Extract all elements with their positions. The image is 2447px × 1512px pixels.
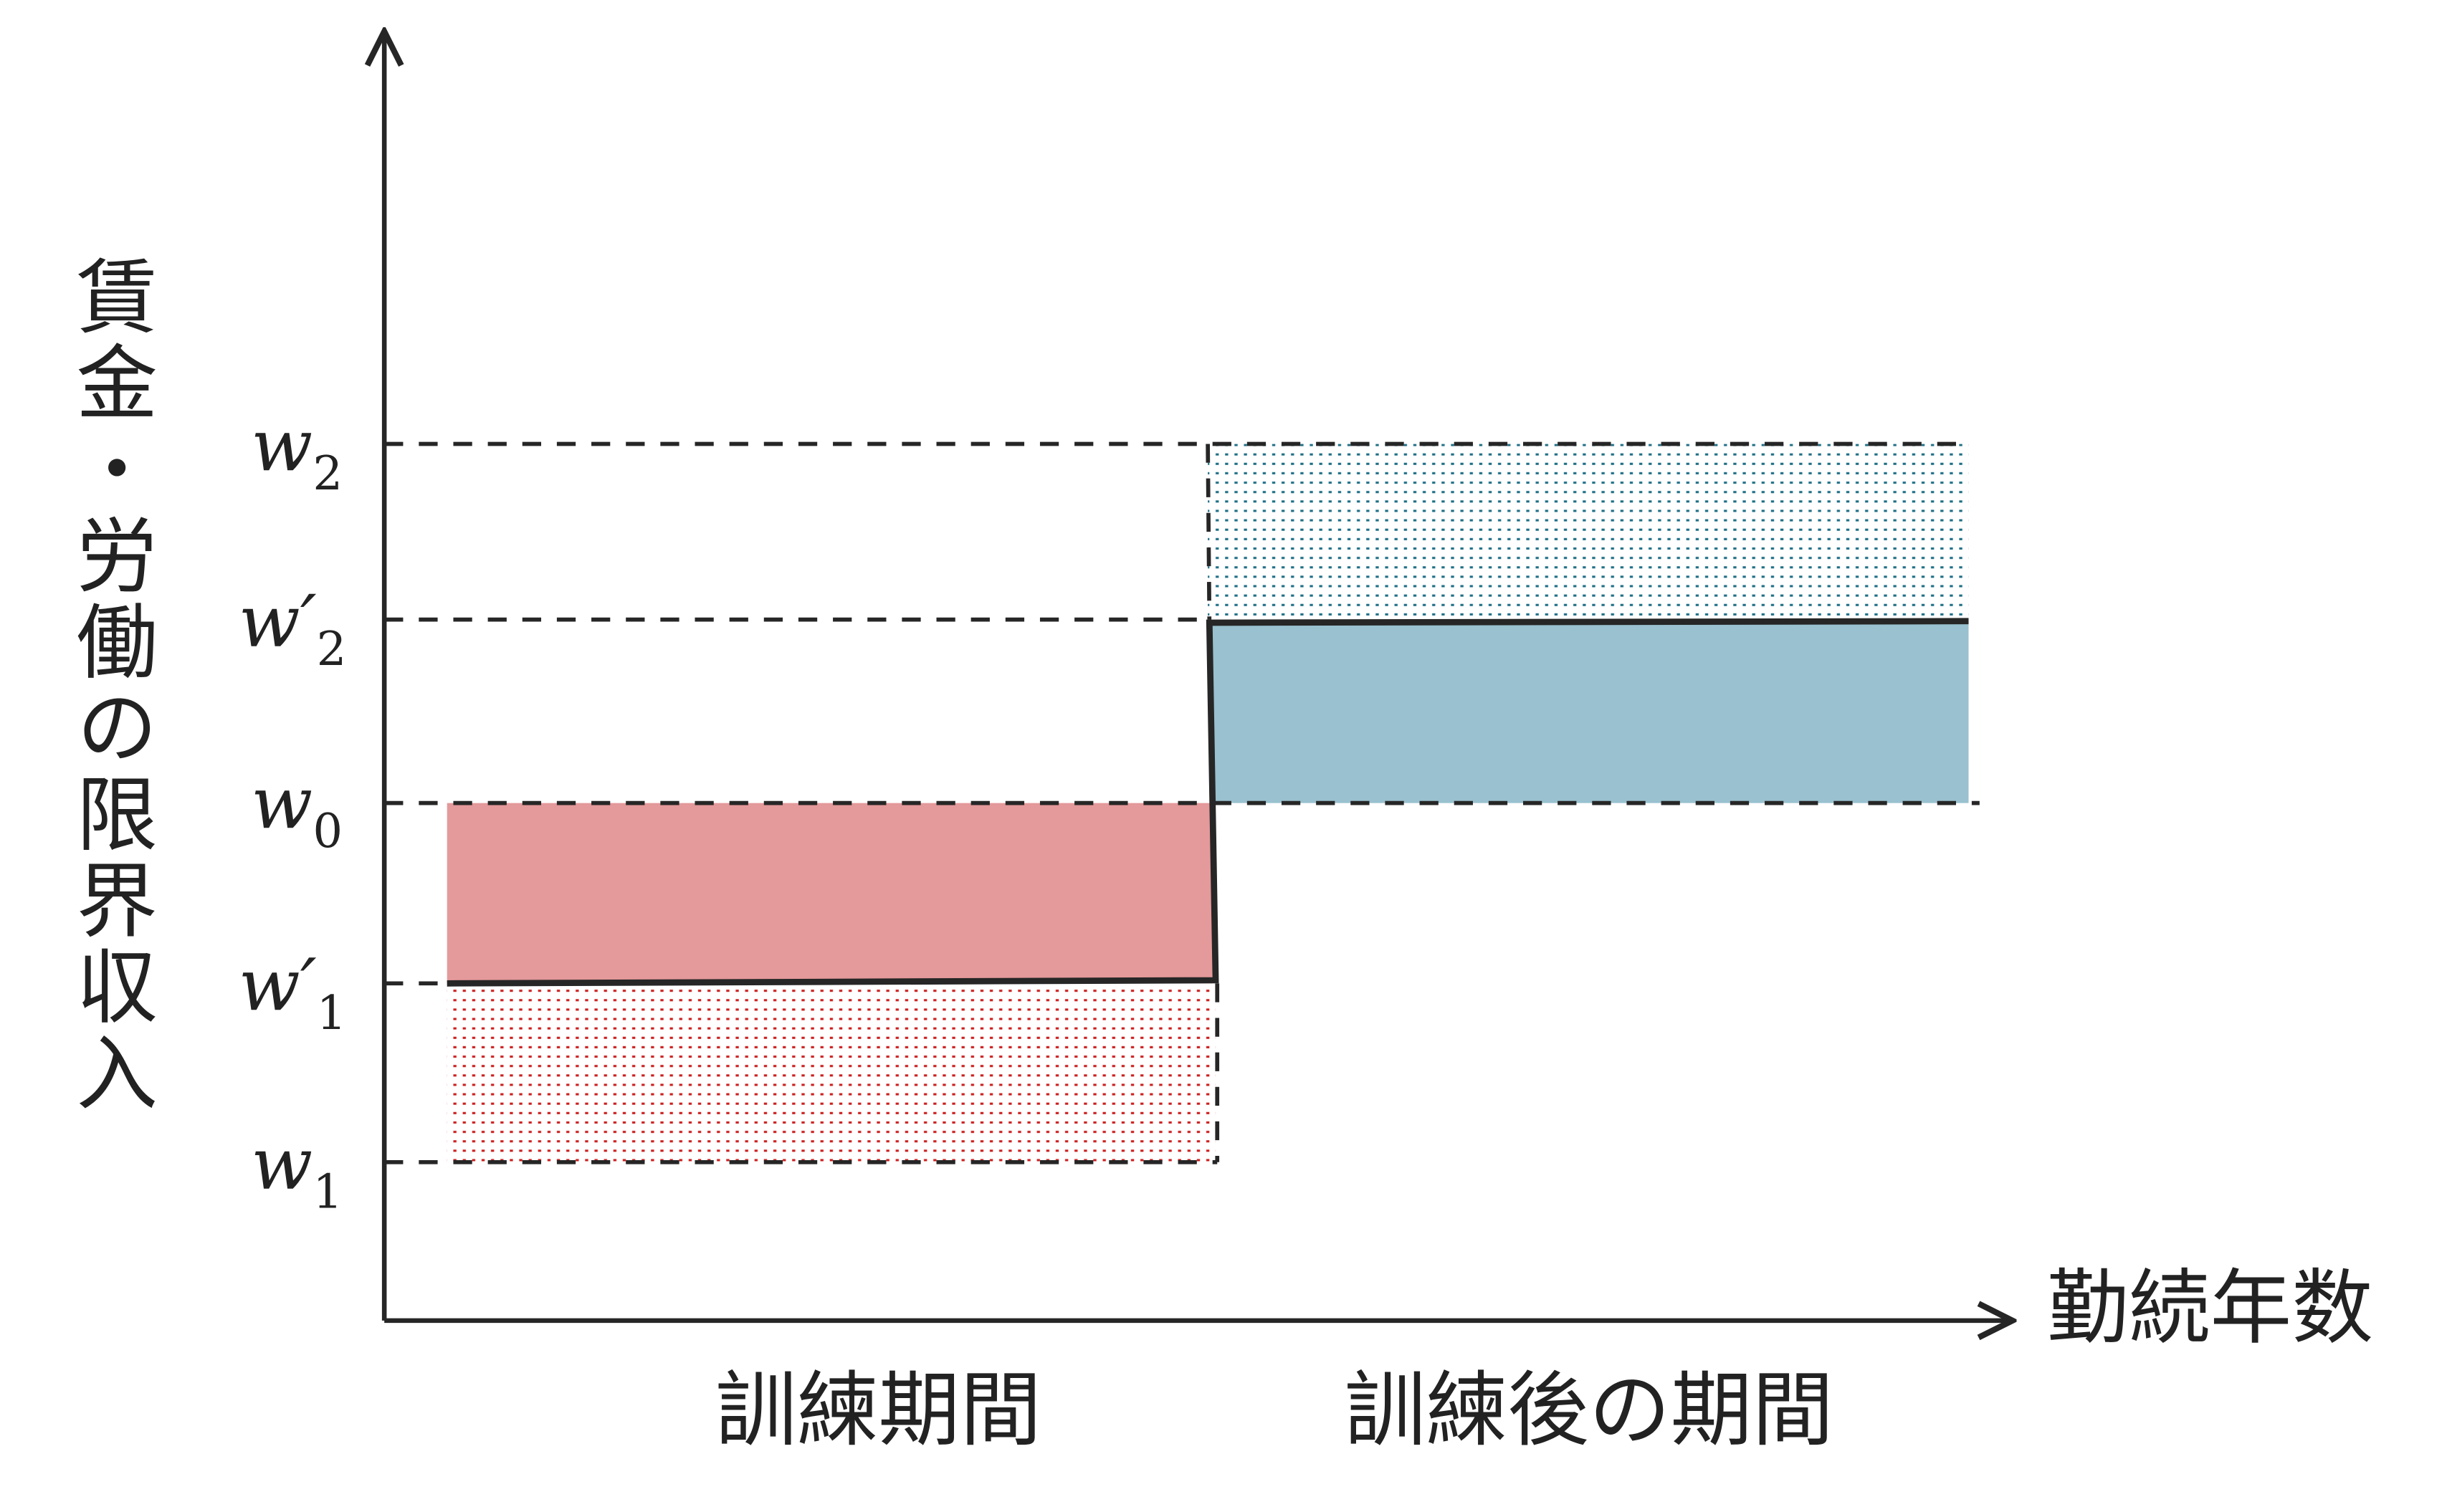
post-training-dotted-area	[1208, 444, 1969, 623]
post-training-return-area	[1211, 622, 1969, 803]
training-period-label: 訓練期間	[715, 1362, 1041, 1458]
svg-text:w0: w0	[251, 762, 343, 858]
post-training-period-label: 訓練後の期間	[1345, 1362, 1834, 1458]
svg-text:w′2: w′2	[239, 580, 347, 676]
label-w2prime: w′2	[239, 580, 347, 676]
training-dotted-area	[447, 983, 1216, 1162]
svg-text:w2: w2	[251, 404, 343, 501]
wage-profile-line	[447, 618, 1969, 987]
svg-text:w′1: w′1	[239, 944, 347, 1040]
label-w1: w1	[251, 1122, 343, 1219]
y-axis-label: 賃金・労働の限界収入	[62, 254, 158, 1117]
post-vertical-guide	[1206, 444, 1212, 620]
training-cost-area	[447, 803, 1213, 984]
label-w2: w2	[251, 404, 343, 501]
x-axis-label: 勤続年数	[2047, 1260, 2373, 1356]
svg-text:w1: w1	[251, 1122, 343, 1219]
label-w0: w0	[251, 762, 343, 858]
label-w1prime: w′1	[239, 944, 347, 1040]
